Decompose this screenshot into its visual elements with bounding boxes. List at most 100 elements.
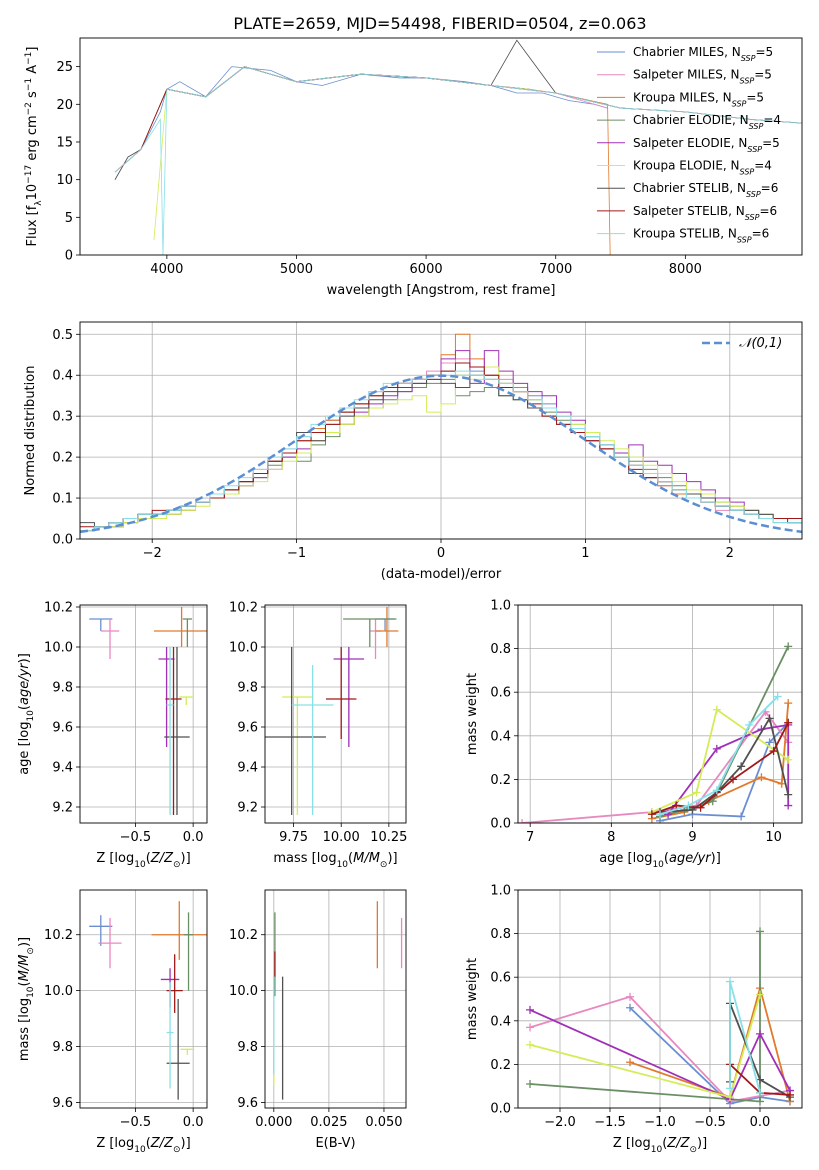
x-tick-label: −1.5 bbox=[594, 1115, 626, 1130]
x-tick-label: 9 bbox=[688, 830, 696, 845]
y-axis-label-part: )] bbox=[17, 653, 32, 663]
weight-marker bbox=[712, 786, 721, 795]
x-axis-label-part: ⊙ bbox=[173, 860, 181, 870]
x-tick-label: 10.25 bbox=[370, 830, 407, 845]
x-axis-label-part: )] bbox=[181, 1136, 191, 1151]
axes-frame bbox=[264, 604, 407, 824]
x-axis-label-part: )] bbox=[697, 1136, 707, 1151]
weight-marker bbox=[756, 1097, 764, 1106]
x-axis-label: wavelength [Angstrom, rest frame] bbox=[327, 283, 556, 298]
y-tick-label: 0.8 bbox=[490, 642, 511, 657]
y-axis-label: mass weight bbox=[465, 958, 480, 1040]
legend-entry-sub: SSP bbox=[747, 144, 762, 153]
weight-marker bbox=[784, 699, 793, 708]
plot-area bbox=[89, 607, 207, 815]
weight-marker bbox=[756, 990, 764, 999]
x-axis-label-part: 10 bbox=[134, 1145, 146, 1155]
x-axis-label: Z [log10(Z/Z⊙)] bbox=[96, 851, 190, 870]
y-axis-label-part: ( bbox=[17, 981, 32, 986]
legend-entry: 𝒩(0,1) bbox=[739, 336, 782, 351]
legend-entry-value: =4 bbox=[763, 113, 781, 127]
plot-area bbox=[265, 607, 399, 815]
x-tick-label: 8000 bbox=[669, 262, 702, 277]
legend-entry-sub: SSP bbox=[737, 235, 752, 244]
x-axis-label-part: E(B-V) bbox=[315, 1136, 355, 1151]
x-axis-label-part: Z [log bbox=[96, 851, 134, 866]
weight-marker bbox=[712, 705, 721, 714]
spectrum-line bbox=[114, 66, 802, 255]
x-axis-label-part: M/M bbox=[353, 851, 380, 866]
y-axis-label-part: −1 bbox=[24, 78, 34, 91]
legend-entry: Salpeter MILES, NSSP=5 bbox=[633, 68, 772, 86]
y-tick-label: 9.6 bbox=[52, 721, 73, 736]
weight-line bbox=[529, 1009, 791, 1101]
x-axis-label-part: ( bbox=[662, 1136, 667, 1151]
y-tick-label: 10.0 bbox=[229, 641, 258, 656]
x-axis-label-part: ( bbox=[146, 851, 151, 866]
x-tick-label: 7000 bbox=[539, 262, 572, 277]
x-axis-label-part: )] bbox=[181, 851, 191, 866]
legend-entry: Chabrier MILES, NSSP=5 bbox=[633, 45, 773, 63]
y-axis-label-part: −1 bbox=[24, 52, 34, 65]
y-tick-label: 0.0 bbox=[52, 533, 73, 548]
y-tick-label: 0.5 bbox=[52, 328, 73, 343]
y-tick-label: 10.0 bbox=[44, 984, 73, 999]
y-tick-label: 10.0 bbox=[44, 641, 73, 656]
legend-entry-value: =4 bbox=[754, 159, 772, 173]
weight-marker bbox=[756, 1088, 764, 1097]
legend-entry-name: Chabrier STELIB, N bbox=[633, 181, 746, 195]
plot-area bbox=[273, 901, 403, 1100]
legend-entry-sub: SSP bbox=[745, 212, 760, 221]
weight-marker bbox=[626, 1003, 634, 1012]
y-tick-label: 5 bbox=[65, 211, 73, 226]
x-tick-label: 7 bbox=[526, 830, 534, 845]
y-axis-label-part: mass weight bbox=[465, 958, 480, 1040]
y-tick-label: 25 bbox=[56, 60, 73, 75]
y-tick-label: 9.4 bbox=[52, 761, 73, 776]
x-axis-label-part: (data-model)/error bbox=[381, 567, 502, 582]
x-tick-label: 5000 bbox=[280, 262, 313, 277]
x-tick-label: −1.0 bbox=[644, 1115, 676, 1130]
y-tick-label: 1.0 bbox=[490, 884, 511, 899]
x-axis-label-part: age/yr bbox=[669, 851, 712, 866]
legend-entry: Chabrier STELIB, NSSP=6 bbox=[633, 181, 778, 199]
weight-marker bbox=[726, 1084, 734, 1093]
chart-age-vs-mass: 9.75 10.00 10.25 9.2 9.4 9.6 9.8 10.0 10.2 mass [… bbox=[229, 601, 407, 871]
x-tick-label: 0.050 bbox=[365, 1115, 402, 1130]
weight-marker bbox=[773, 692, 782, 701]
x-axis-label: Z [log10(Z/Z⊙)] bbox=[96, 1136, 190, 1155]
weight-line bbox=[651, 722, 790, 816]
x-tick-label: 0.025 bbox=[310, 1115, 347, 1130]
weight-marker bbox=[769, 747, 778, 756]
normal-curve bbox=[80, 374, 802, 534]
x-axis-label-part: wavelength [Angstrom, rest frame] bbox=[327, 283, 556, 298]
spectrum-line bbox=[166, 66, 530, 98]
figure-title: PLATE=2659, MJD=54498, FIBERID=0504, z=0… bbox=[233, 14, 646, 33]
weight-marker bbox=[765, 738, 774, 747]
y-axis-label: mass [log10(M/M⊙)] bbox=[17, 937, 36, 1061]
y-tick-label: 0.8 bbox=[490, 927, 511, 942]
weight-marker bbox=[696, 803, 705, 812]
legend-entry-value: =5 bbox=[746, 90, 764, 104]
x-tick-label: 1 bbox=[581, 546, 589, 561]
legend-entry-name: Kroupa STELIB, N bbox=[633, 227, 737, 241]
legend-entry-value: =5 bbox=[762, 136, 780, 150]
y-tick-label: 0.6 bbox=[490, 686, 511, 701]
legend-entry-sub: SSP bbox=[746, 190, 761, 199]
weight-marker bbox=[784, 642, 793, 651]
x-axis-label: (data-model)/error bbox=[381, 567, 502, 582]
x-tick-label: −2 bbox=[143, 546, 162, 561]
legend-entry-sub: SSP bbox=[732, 99, 747, 108]
y-axis-label-part: ⊙ bbox=[26, 947, 36, 955]
x-tick-label: −0.5 bbox=[120, 1115, 152, 1130]
y-tick-label: 10.2 bbox=[44, 601, 73, 616]
y-axis-label-part: Flux [f bbox=[25, 205, 40, 246]
y-tick-label: 0.3 bbox=[52, 410, 73, 425]
x-tick-label: 0.0 bbox=[183, 830, 204, 845]
y-tick-label: 9.8 bbox=[52, 1040, 73, 1055]
legend-entry-value: =6 bbox=[752, 227, 770, 241]
weight-marker bbox=[756, 927, 764, 936]
legend-entry-name: Salpeter ELODIE, N bbox=[633, 136, 747, 150]
legend-entry-name: Chabrier MILES, N bbox=[633, 45, 741, 59]
